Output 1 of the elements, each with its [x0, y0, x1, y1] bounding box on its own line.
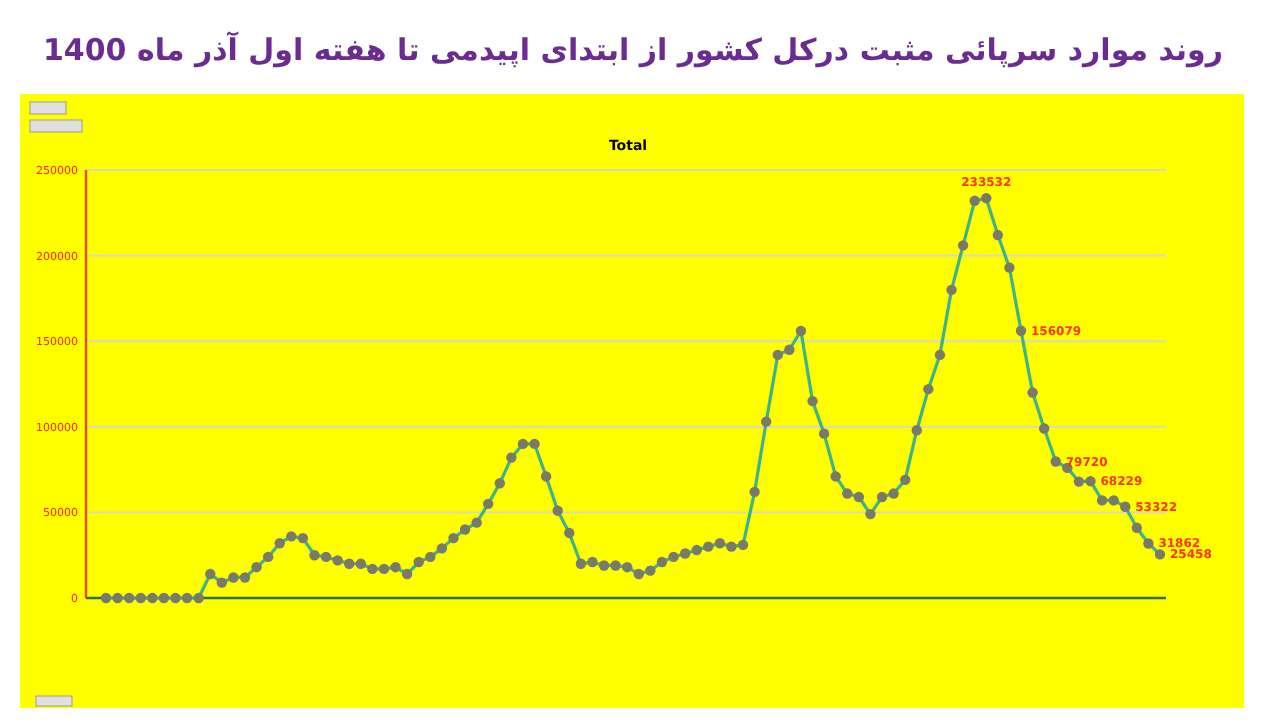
chart-title: روند موارد سرپائی مثبت درکل کشور از ابتدای اپیدمی تا هفته اول آذر ماه 1400: [43, 30, 1223, 68]
